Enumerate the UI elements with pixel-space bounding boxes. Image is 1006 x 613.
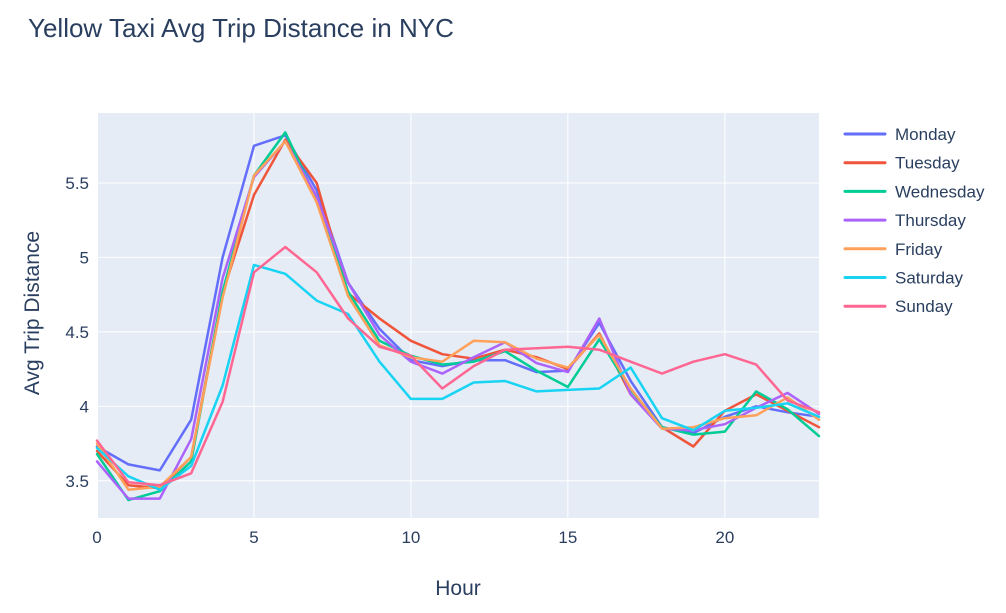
y-tick-label: 3.5 <box>65 472 89 491</box>
y-tick-label: 4.5 <box>65 323 89 342</box>
x-axis-title: Hour <box>435 577 481 600</box>
x-axis-ticks: 0 5 10 15 20 <box>92 528 734 547</box>
x-tick-label: 15 <box>558 528 577 547</box>
legend-label: Sunday <box>895 297 953 316</box>
series-line-saturday[interactable] <box>95 263 821 491</box>
chart-title: Yellow Taxi Avg Trip Distance in NYC <box>28 13 454 43</box>
y-axis-ticks: 3.5 4 4.5 5 5.5 <box>65 174 89 491</box>
legend-label: Thursday <box>895 211 966 230</box>
legend-item-monday[interactable]: Monday <box>843 125 956 144</box>
legend-item-sunday[interactable]: Sunday <box>843 297 953 316</box>
legend-item-thursday[interactable]: Thursday <box>843 211 966 230</box>
series-lines <box>95 131 821 502</box>
x-tick-label: 5 <box>249 528 258 547</box>
y-tick-label: 5 <box>80 248 89 267</box>
legend-item-friday[interactable]: Friday <box>843 240 943 259</box>
x-tick-label: 20 <box>715 528 734 547</box>
plot-background <box>97 113 819 518</box>
y-tick-label: 5.5 <box>65 174 89 193</box>
x-tick-label: 10 <box>401 528 420 547</box>
gridlines <box>96 113 819 518</box>
legend-label: Wednesday <box>895 182 985 201</box>
legend-label: Friday <box>895 240 943 259</box>
legend[interactable]: Monday Tuesday Wednesday Thursday Friday Satu… <box>843 125 985 316</box>
legend-label: Saturday <box>895 269 964 288</box>
legend-label: Monday <box>895 125 956 144</box>
y-tick-label: 4 <box>80 397 89 416</box>
legend-item-tuesday[interactable]: Tuesday <box>843 154 960 173</box>
legend-item-wednesday[interactable]: Wednesday <box>843 182 985 201</box>
plot-area <box>95 113 821 518</box>
x-tick-label: 0 <box>92 528 101 547</box>
legend-item-saturday[interactable]: Saturday <box>843 269 964 288</box>
series-line-sunday[interactable] <box>95 245 821 487</box>
y-axis-title: Avg Trip Distance <box>21 231 44 395</box>
series-line-thursday[interactable] <box>95 140 821 500</box>
legend-label: Tuesday <box>895 154 960 173</box>
